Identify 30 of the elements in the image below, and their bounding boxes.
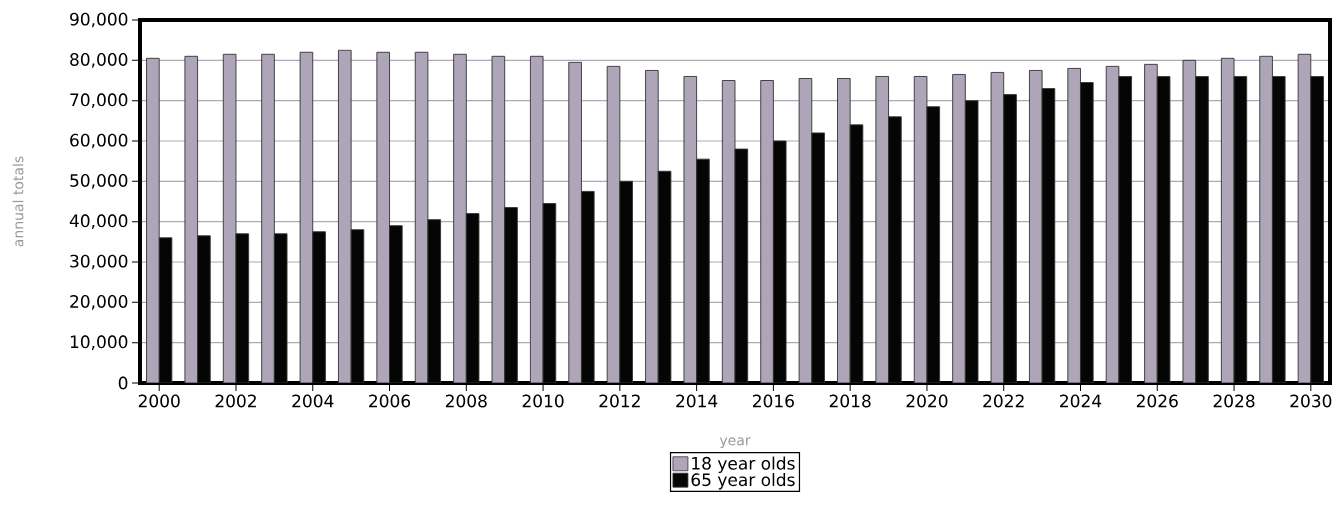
x-tick-label: 2012 bbox=[599, 394, 640, 408]
y-tick-label: 80,000 bbox=[70, 53, 128, 68]
x-tick-label: 2010 bbox=[522, 394, 564, 408]
x-tick-label: 2028 bbox=[1213, 394, 1255, 408]
x-tick-label: 2008 bbox=[445, 394, 487, 408]
y-tick-label: 60,000 bbox=[70, 133, 128, 149]
x-tick-label: 2022 bbox=[983, 394, 1024, 408]
x-tick-label: 2014 bbox=[676, 394, 718, 408]
y-tick-label: 30,000 bbox=[70, 254, 128, 270]
y-tick-label: 70,000 bbox=[70, 93, 128, 108]
y-tick-label: 20,000 bbox=[70, 295, 128, 310]
legend-label: 18 year olds bbox=[692, 456, 795, 474]
x-tick-label: 2016 bbox=[753, 394, 794, 408]
y-axis-title: annual totals bbox=[12, 156, 24, 247]
x-tick-label: 2004 bbox=[292, 394, 334, 408]
x-tick-label: 2018 bbox=[829, 394, 871, 408]
x-tick-label: 2002 bbox=[215, 394, 256, 408]
y-tick-label: 90,000 bbox=[70, 12, 128, 28]
y-tick-label: 40,000 bbox=[69, 214, 128, 229]
y-tick-label: 10,000 bbox=[70, 335, 128, 350]
legend-label: 65 year olds bbox=[691, 472, 795, 490]
y-tick-label: 50,000 bbox=[70, 174, 128, 189]
x-tick-label: 2020 bbox=[906, 394, 948, 408]
x-tick-label: 2024 bbox=[1060, 394, 1102, 408]
x-tick-label: 2006 bbox=[369, 394, 411, 408]
x-tick-label: 2000 bbox=[138, 394, 180, 408]
y-tick-label: 0 bbox=[118, 376, 128, 390]
x-tick-label: 2026 bbox=[1136, 394, 1178, 408]
x-tick-label: 2030 bbox=[1290, 394, 1332, 408]
x-axis-title: year bbox=[719, 437, 751, 449]
